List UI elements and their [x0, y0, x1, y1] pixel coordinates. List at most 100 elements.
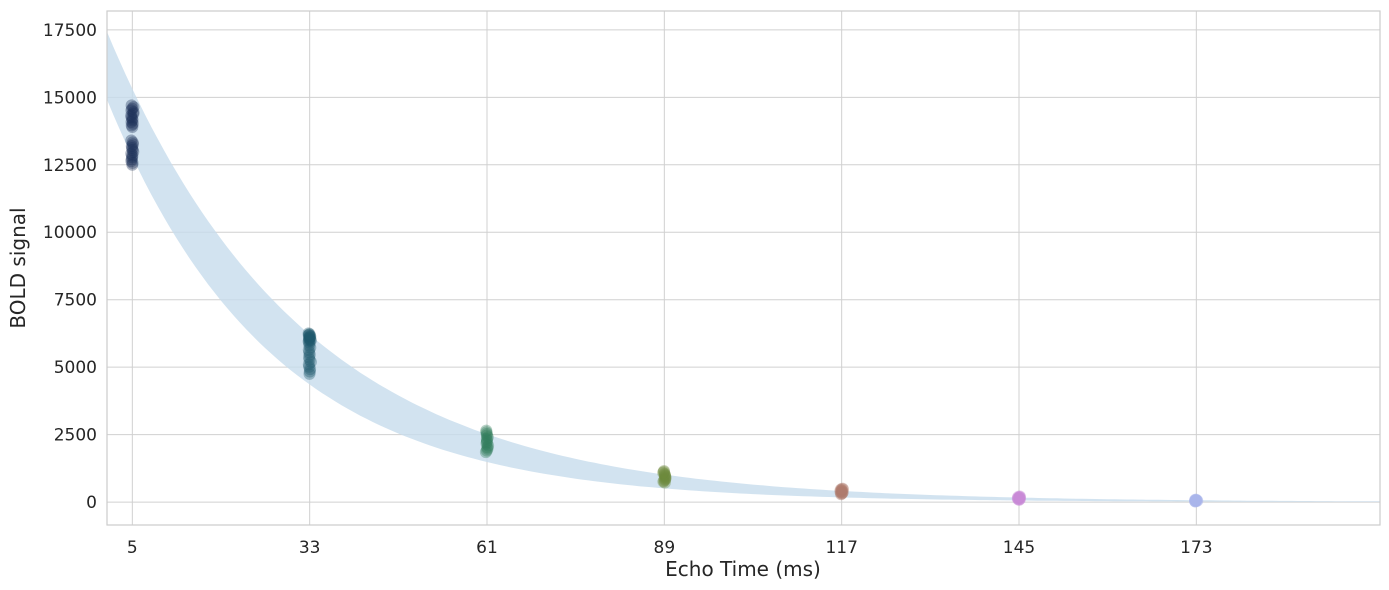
data-point — [303, 331, 316, 344]
data-point — [657, 465, 670, 478]
data-point — [834, 483, 847, 496]
data-point — [480, 429, 493, 442]
data-point — [302, 344, 315, 356]
data-point — [125, 104, 138, 117]
data-point — [125, 99, 138, 112]
data-point — [127, 101, 140, 114]
x-tick-label: 173 — [1180, 538, 1212, 558]
data-point — [479, 446, 492, 459]
data-point — [303, 339, 316, 352]
data-point — [835, 487, 848, 500]
data-point — [480, 436, 493, 449]
data-point — [659, 470, 672, 483]
data-point — [835, 484, 848, 497]
data-point — [1014, 492, 1026, 505]
data-point — [126, 114, 139, 127]
data-point — [657, 474, 670, 487]
data-point — [1189, 494, 1202, 507]
data-point — [125, 111, 138, 124]
data-point — [1189, 495, 1202, 508]
data-point — [304, 333, 317, 346]
y-tick-label: 5000 — [54, 358, 97, 378]
y-axis-label: BOLD signal — [6, 207, 30, 328]
data-point — [657, 475, 670, 488]
data-point — [481, 431, 494, 444]
data-point — [304, 334, 317, 347]
x-axis-label: Echo Time (ms) — [665, 557, 821, 581]
data-point — [125, 147, 138, 160]
data-point — [126, 136, 139, 149]
data-point — [1191, 494, 1204, 507]
data-point — [659, 471, 672, 484]
y-tick-label: 7500 — [54, 291, 97, 311]
data-point — [1012, 493, 1025, 506]
data-point — [1189, 495, 1202, 508]
data-point — [1190, 493, 1203, 506]
data-point — [659, 473, 672, 486]
y-tick-label: 0 — [86, 493, 97, 513]
data-point — [1013, 491, 1026, 504]
data-point — [303, 353, 316, 366]
data-point — [836, 483, 849, 496]
data-point — [835, 483, 848, 495]
data-point — [480, 437, 493, 450]
data-point — [659, 472, 672, 485]
data-point — [480, 432, 493, 445]
data-point — [125, 153, 138, 166]
data-point — [480, 424, 493, 437]
data-point — [303, 332, 315, 345]
y-tick-label: 12500 — [43, 156, 97, 176]
data-point — [480, 427, 493, 440]
data-point — [304, 341, 317, 354]
data-point — [658, 465, 670, 477]
data-point — [1189, 494, 1202, 507]
data-point — [1189, 495, 1202, 508]
data-point — [658, 468, 671, 481]
data-point — [1011, 492, 1024, 505]
data-point — [126, 151, 139, 164]
data-point — [836, 486, 849, 499]
data-point — [1190, 494, 1203, 507]
y-tick-label: 15000 — [43, 88, 97, 108]
data-point — [127, 145, 140, 158]
data-point — [125, 140, 138, 153]
data-point — [125, 134, 138, 147]
data-point — [125, 155, 138, 168]
data-point — [302, 358, 315, 371]
data-point — [481, 442, 494, 455]
data-point — [480, 444, 493, 457]
data-point — [125, 119, 138, 132]
confidence-band — [107, 31, 1380, 502]
x-tick-label: 61 — [476, 538, 498, 558]
data-point — [1012, 493, 1025, 506]
data-point — [1013, 493, 1026, 506]
data-point — [126, 102, 139, 115]
data-point — [835, 485, 848, 498]
x-tick-label: 89 — [654, 538, 676, 558]
data-point — [658, 467, 671, 480]
data-point — [127, 138, 139, 151]
data-point — [1189, 494, 1202, 507]
data-point — [1013, 491, 1026, 504]
x-tick-label: 117 — [825, 538, 857, 558]
data-point — [303, 346, 316, 359]
data-point — [1189, 495, 1202, 508]
data-point — [657, 466, 670, 479]
data-point — [304, 363, 317, 376]
x-tick-label: 145 — [1003, 538, 1035, 558]
data-point — [303, 333, 316, 345]
data-point — [836, 486, 849, 499]
data-point — [1013, 490, 1026, 503]
data-point — [302, 329, 315, 342]
data-point — [125, 109, 138, 122]
y-tick-label: 10000 — [43, 223, 97, 243]
data-point — [303, 348, 316, 361]
data-point — [304, 330, 317, 343]
data-point — [126, 143, 139, 156]
data-point — [303, 351, 315, 364]
data-point — [659, 469, 671, 482]
x-tick-label: 5 — [127, 538, 138, 558]
confidence-band-layer — [107, 31, 1380, 502]
data-point — [1191, 494, 1204, 507]
